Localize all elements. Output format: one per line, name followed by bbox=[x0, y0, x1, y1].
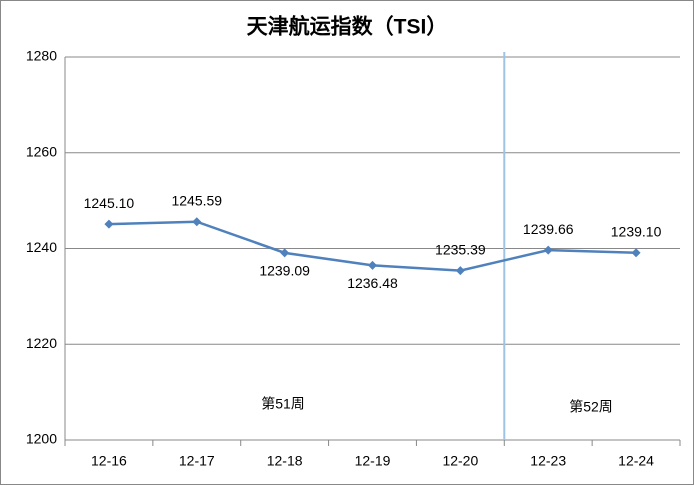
marker bbox=[631, 248, 641, 258]
chart-title: 天津航运指数（TSI） bbox=[247, 15, 448, 39]
data-label: 1239.66 bbox=[523, 221, 574, 237]
data-label: 1239.09 bbox=[259, 263, 310, 279]
y-tick-label: 1220 bbox=[26, 335, 57, 351]
y-tick-label: 1200 bbox=[26, 431, 57, 447]
x-tick-label: 12-18 bbox=[267, 453, 303, 469]
data-label: 1245.59 bbox=[171, 192, 222, 208]
x-tick-label: 12-17 bbox=[179, 453, 215, 469]
x-tick-label: 12-16 bbox=[91, 453, 127, 469]
x-tick-label: 12-19 bbox=[355, 453, 391, 469]
y-tick-label: 1260 bbox=[26, 143, 57, 159]
x-tick-label: 12-24 bbox=[618, 453, 654, 469]
data-label: 1235.39 bbox=[435, 241, 486, 257]
data-label: 1245.10 bbox=[84, 195, 135, 211]
marker bbox=[455, 266, 465, 276]
x-tick-label: 12-20 bbox=[442, 453, 478, 469]
marker bbox=[543, 245, 553, 255]
marker bbox=[280, 248, 290, 258]
y-tick-label: 1240 bbox=[26, 239, 57, 255]
x-tick-label: 12-23 bbox=[530, 453, 566, 469]
y-tick-label: 1280 bbox=[26, 48, 57, 64]
annotation: 第52周 bbox=[569, 399, 613, 415]
data-label: 1236.48 bbox=[347, 275, 398, 291]
annotation: 第51周 bbox=[261, 396, 305, 412]
marker bbox=[192, 217, 202, 227]
marker bbox=[368, 260, 377, 270]
marker bbox=[104, 219, 114, 229]
data-label: 1239.10 bbox=[611, 224, 662, 240]
